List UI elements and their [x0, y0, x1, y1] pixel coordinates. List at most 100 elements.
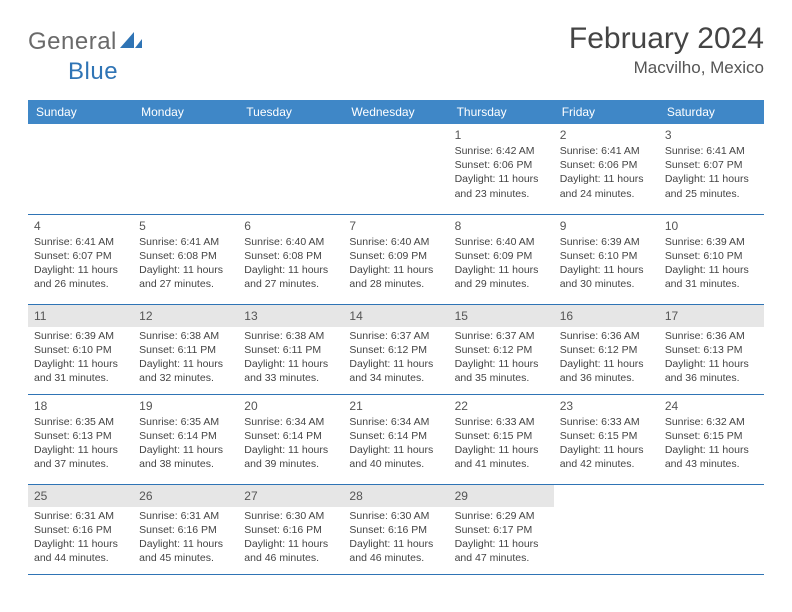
- day-details: Sunrise: 6:37 AMSunset: 6:12 PMDaylight:…: [455, 329, 548, 386]
- day-number: 5: [139, 219, 232, 233]
- calendar-day-cell: 1 Sunrise: 6:42 AMSunset: 6:06 PMDaylight…: [449, 124, 554, 214]
- calendar-day-cell: 21 Sunrise: 6:34 AMSunset: 6:14 PMDayligh…: [343, 394, 448, 484]
- calendar-week-row: 4 Sunrise: 6:41 AMSunset: 6:07 PMDaylight…: [28, 214, 764, 304]
- day-number: 23: [560, 399, 653, 413]
- calendar-day-cell: 2Sunrise: 6:41 AMSunset: 6:06 PMDaylight…: [554, 124, 659, 214]
- calendar-day-cell: 10 Sunrise: 6:39 AMSunset: 6:10 PMDayligh…: [659, 214, 764, 304]
- day-number: 14: [349, 309, 442, 323]
- calendar-day-cell: 15 Sunrise: 6:37 AMSunset: 6:12 PMDayligh…: [449, 304, 554, 394]
- day-number: 24: [665, 399, 758, 413]
- day-number: 19: [139, 399, 232, 413]
- day-details: Sunrise: 6:41 AMSunset: 6:07 PMDaylight:…: [34, 235, 127, 292]
- day-details: Sunrise: 6:30 AMSunset: 6:16 PMDaylight:…: [244, 509, 337, 566]
- calendar-week-row: 25 Sunrise: 6:31 AMSunset: 6:16 PMDayligh…: [28, 484, 764, 574]
- day-number: 1: [455, 128, 548, 142]
- calendar-day-cell: 9 Sunrise: 6:39 AMSunset: 6:10 PMDaylight…: [554, 214, 659, 304]
- day-details: Sunrise: 6:30 AMSunset: 6:16 PMDaylight:…: [349, 509, 442, 566]
- day-details: Sunrise: 6:39 AMSunset: 6:10 PMDaylight:…: [560, 235, 653, 292]
- day-details: Sunrise: 6:39 AMSunset: 6:10 PMDaylight:…: [665, 235, 758, 292]
- day-details: Sunrise: 6:35 AMSunset: 6:13 PMDaylight:…: [34, 415, 127, 472]
- calendar-day-cell: 28 Sunrise: 6:30 AMSunset: 6:16 PMDayligh…: [343, 484, 448, 574]
- day-details: Sunrise: 6:31 AMSunset: 6:16 PMDaylight:…: [34, 509, 127, 566]
- day-number: 25: [34, 489, 127, 503]
- day-details: Sunrise: 6:40 AMSunset: 6:08 PMDaylight:…: [244, 235, 337, 292]
- day-details: Sunrise: 6:36 AMSunset: 6:13 PMDaylight:…: [665, 329, 758, 386]
- day-number: 8: [455, 219, 548, 233]
- day-number: 7: [349, 219, 442, 233]
- location: Macvilho, Mexico: [569, 58, 764, 78]
- day-number: 10: [665, 219, 758, 233]
- calendar-day-cell: 3 Sunrise: 6:41 AMSunset: 6:07 PMDaylight…: [659, 124, 764, 214]
- day-details: Sunrise: 6:41 AMSunset: 6:07 PMDaylight:…: [665, 144, 758, 201]
- day-number: 26: [139, 489, 232, 503]
- day-number: 16: [560, 309, 653, 323]
- day-number: 17: [665, 309, 758, 323]
- day-details: Sunrise: 6:42 AMSunset: 6:06 PMDaylight:…: [455, 144, 548, 201]
- day-details: Sunrise: 6:31 AMSunset: 6:16 PMDaylight:…: [139, 509, 232, 566]
- calendar-empty-cell: [659, 484, 764, 574]
- weekday-header: Saturday: [659, 100, 764, 124]
- weekday-header: Tuesday: [238, 100, 343, 124]
- day-details: Sunrise: 6:35 AMSunset: 6:14 PMDaylight:…: [139, 415, 232, 472]
- day-number: 12: [139, 309, 232, 323]
- brand-sail-icon: [120, 30, 142, 55]
- day-details: Sunrise: 6:40 AMSunset: 6:09 PMDaylight:…: [349, 235, 442, 292]
- day-number: 9: [560, 219, 653, 233]
- day-details: Sunrise: 6:29 AMSunset: 6:17 PMDaylight:…: [455, 509, 548, 566]
- calendar-day-cell: 19 Sunrise: 6:35 AMSunset: 6:14 PMDayligh…: [133, 394, 238, 484]
- day-details: Sunrise: 6:40 AMSunset: 6:09 PMDaylight:…: [455, 235, 548, 292]
- calendar-day-cell: 8 Sunrise: 6:40 AMSunset: 6:09 PMDaylight…: [449, 214, 554, 304]
- calendar-empty-cell: [238, 124, 343, 214]
- calendar-day-cell: 14 Sunrise: 6:37 AMSunset: 6:12 PMDayligh…: [343, 304, 448, 394]
- weekday-header-row: SundayMondayTuesdayWednesdayThursdayFrid…: [28, 100, 764, 124]
- calendar-empty-cell: [343, 124, 448, 214]
- day-details: Sunrise: 6:37 AMSunset: 6:12 PMDaylight:…: [349, 329, 442, 386]
- calendar-day-cell: 11 Sunrise: 6:39 AMSunset: 6:10 PMDayligh…: [28, 304, 133, 394]
- day-details: Sunrise: 6:41 AMSunset: 6:06 PMDaylight:…: [560, 144, 653, 201]
- calendar-day-cell: 20 Sunrise: 6:34 AMSunset: 6:14 PMDayligh…: [238, 394, 343, 484]
- day-details: Sunrise: 6:33 AMSunset: 6:15 PMDaylight:…: [560, 415, 653, 472]
- day-number: 21: [349, 399, 442, 413]
- calendar-empty-cell: [554, 484, 659, 574]
- calendar-day-cell: 27 Sunrise: 6:30 AMSunset: 6:16 PMDayligh…: [238, 484, 343, 574]
- day-number: 18: [34, 399, 127, 413]
- day-number: 27: [244, 489, 337, 503]
- day-details: Sunrise: 6:36 AMSunset: 6:12 PMDaylight:…: [560, 329, 653, 386]
- calendar-empty-cell: [28, 124, 133, 214]
- calendar-week-row: 18 Sunrise: 6:35 AMSunset: 6:13 PMDayligh…: [28, 394, 764, 484]
- calendar-table: SundayMondayTuesdayWednesdayThursdayFrid…: [28, 100, 764, 575]
- calendar-day-cell: 7 Sunrise: 6:40 AMSunset: 6:09 PMDaylight…: [343, 214, 448, 304]
- weekday-header: Sunday: [28, 100, 133, 124]
- day-number: 3: [665, 128, 758, 142]
- weekday-header: Wednesday: [343, 100, 448, 124]
- day-number: 4: [34, 219, 127, 233]
- day-number: 29: [455, 489, 548, 503]
- calendar-day-cell: 18 Sunrise: 6:35 AMSunset: 6:13 PMDayligh…: [28, 394, 133, 484]
- day-number: 6: [244, 219, 337, 233]
- brand-word-2: Blue: [68, 58, 118, 86]
- calendar-day-cell: 4 Sunrise: 6:41 AMSunset: 6:07 PMDaylight…: [28, 214, 133, 304]
- brand-logo: General: [28, 28, 144, 56]
- day-details: Sunrise: 6:34 AMSunset: 6:14 PMDaylight:…: [244, 415, 337, 472]
- calendar-week-row: 1 Sunrise: 6:42 AMSunset: 6:06 PMDaylight…: [28, 124, 764, 214]
- calendar-day-cell: 13 Sunrise: 6:38 AMSunset: 6:11 PMDayligh…: [238, 304, 343, 394]
- day-details: Sunrise: 6:32 AMSunset: 6:15 PMDaylight:…: [665, 415, 758, 472]
- calendar-day-cell: 23 Sunrise: 6:33 AMSunset: 6:15 PMDayligh…: [554, 394, 659, 484]
- month-title: February 2024: [569, 22, 764, 56]
- day-number: 13: [244, 309, 337, 323]
- day-number: 15: [455, 309, 548, 323]
- day-number: 28: [349, 489, 442, 503]
- day-details: Sunrise: 6:38 AMSunset: 6:11 PMDaylight:…: [244, 329, 337, 386]
- day-details: Sunrise: 6:33 AMSunset: 6:15 PMDaylight:…: [455, 415, 548, 472]
- calendar-day-cell: 24 Sunrise: 6:32 AMSunset: 6:15 PMDayligh…: [659, 394, 764, 484]
- day-number: 11: [34, 309, 127, 323]
- title-block: February 2024 Macvilho, Mexico: [569, 22, 764, 78]
- calendar-week-row: 11 Sunrise: 6:39 AMSunset: 6:10 PMDayligh…: [28, 304, 764, 394]
- day-details: Sunrise: 6:39 AMSunset: 6:10 PMDaylight:…: [34, 329, 127, 386]
- day-number: 22: [455, 399, 548, 413]
- weekday-header: Monday: [133, 100, 238, 124]
- calendar-empty-cell: [133, 124, 238, 214]
- day-number: 20: [244, 399, 337, 413]
- day-details: Sunrise: 6:34 AMSunset: 6:14 PMDaylight:…: [349, 415, 442, 472]
- weekday-header: Friday: [554, 100, 659, 124]
